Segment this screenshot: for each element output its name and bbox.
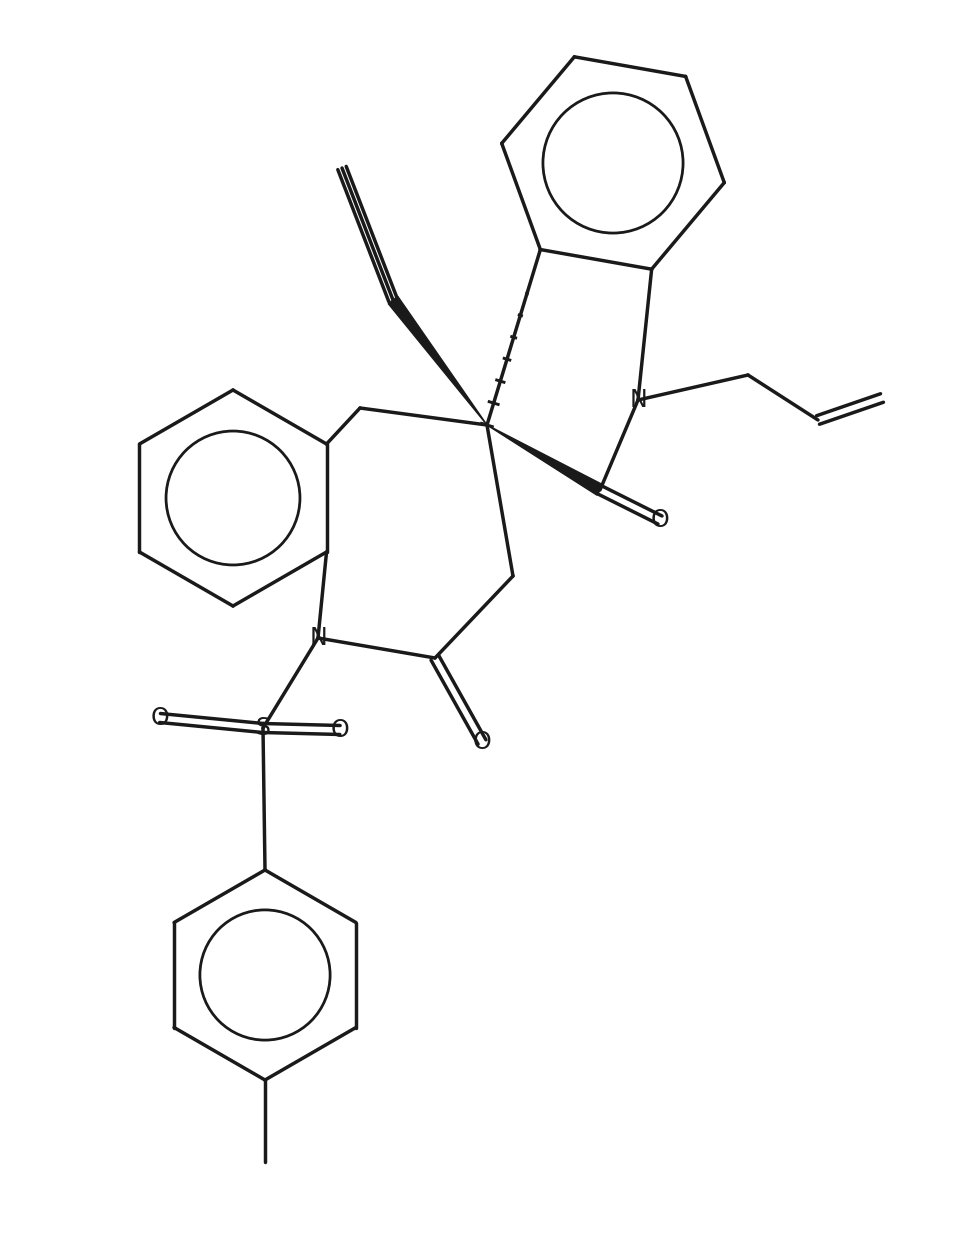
Text: S: S	[256, 716, 270, 740]
Text: O: O	[151, 706, 169, 730]
Text: O: O	[473, 730, 492, 754]
Text: N: N	[629, 388, 647, 412]
Polygon shape	[388, 297, 487, 425]
Polygon shape	[487, 425, 603, 495]
Text: O: O	[330, 718, 350, 743]
Text: N: N	[309, 625, 327, 650]
Text: O: O	[650, 508, 669, 532]
